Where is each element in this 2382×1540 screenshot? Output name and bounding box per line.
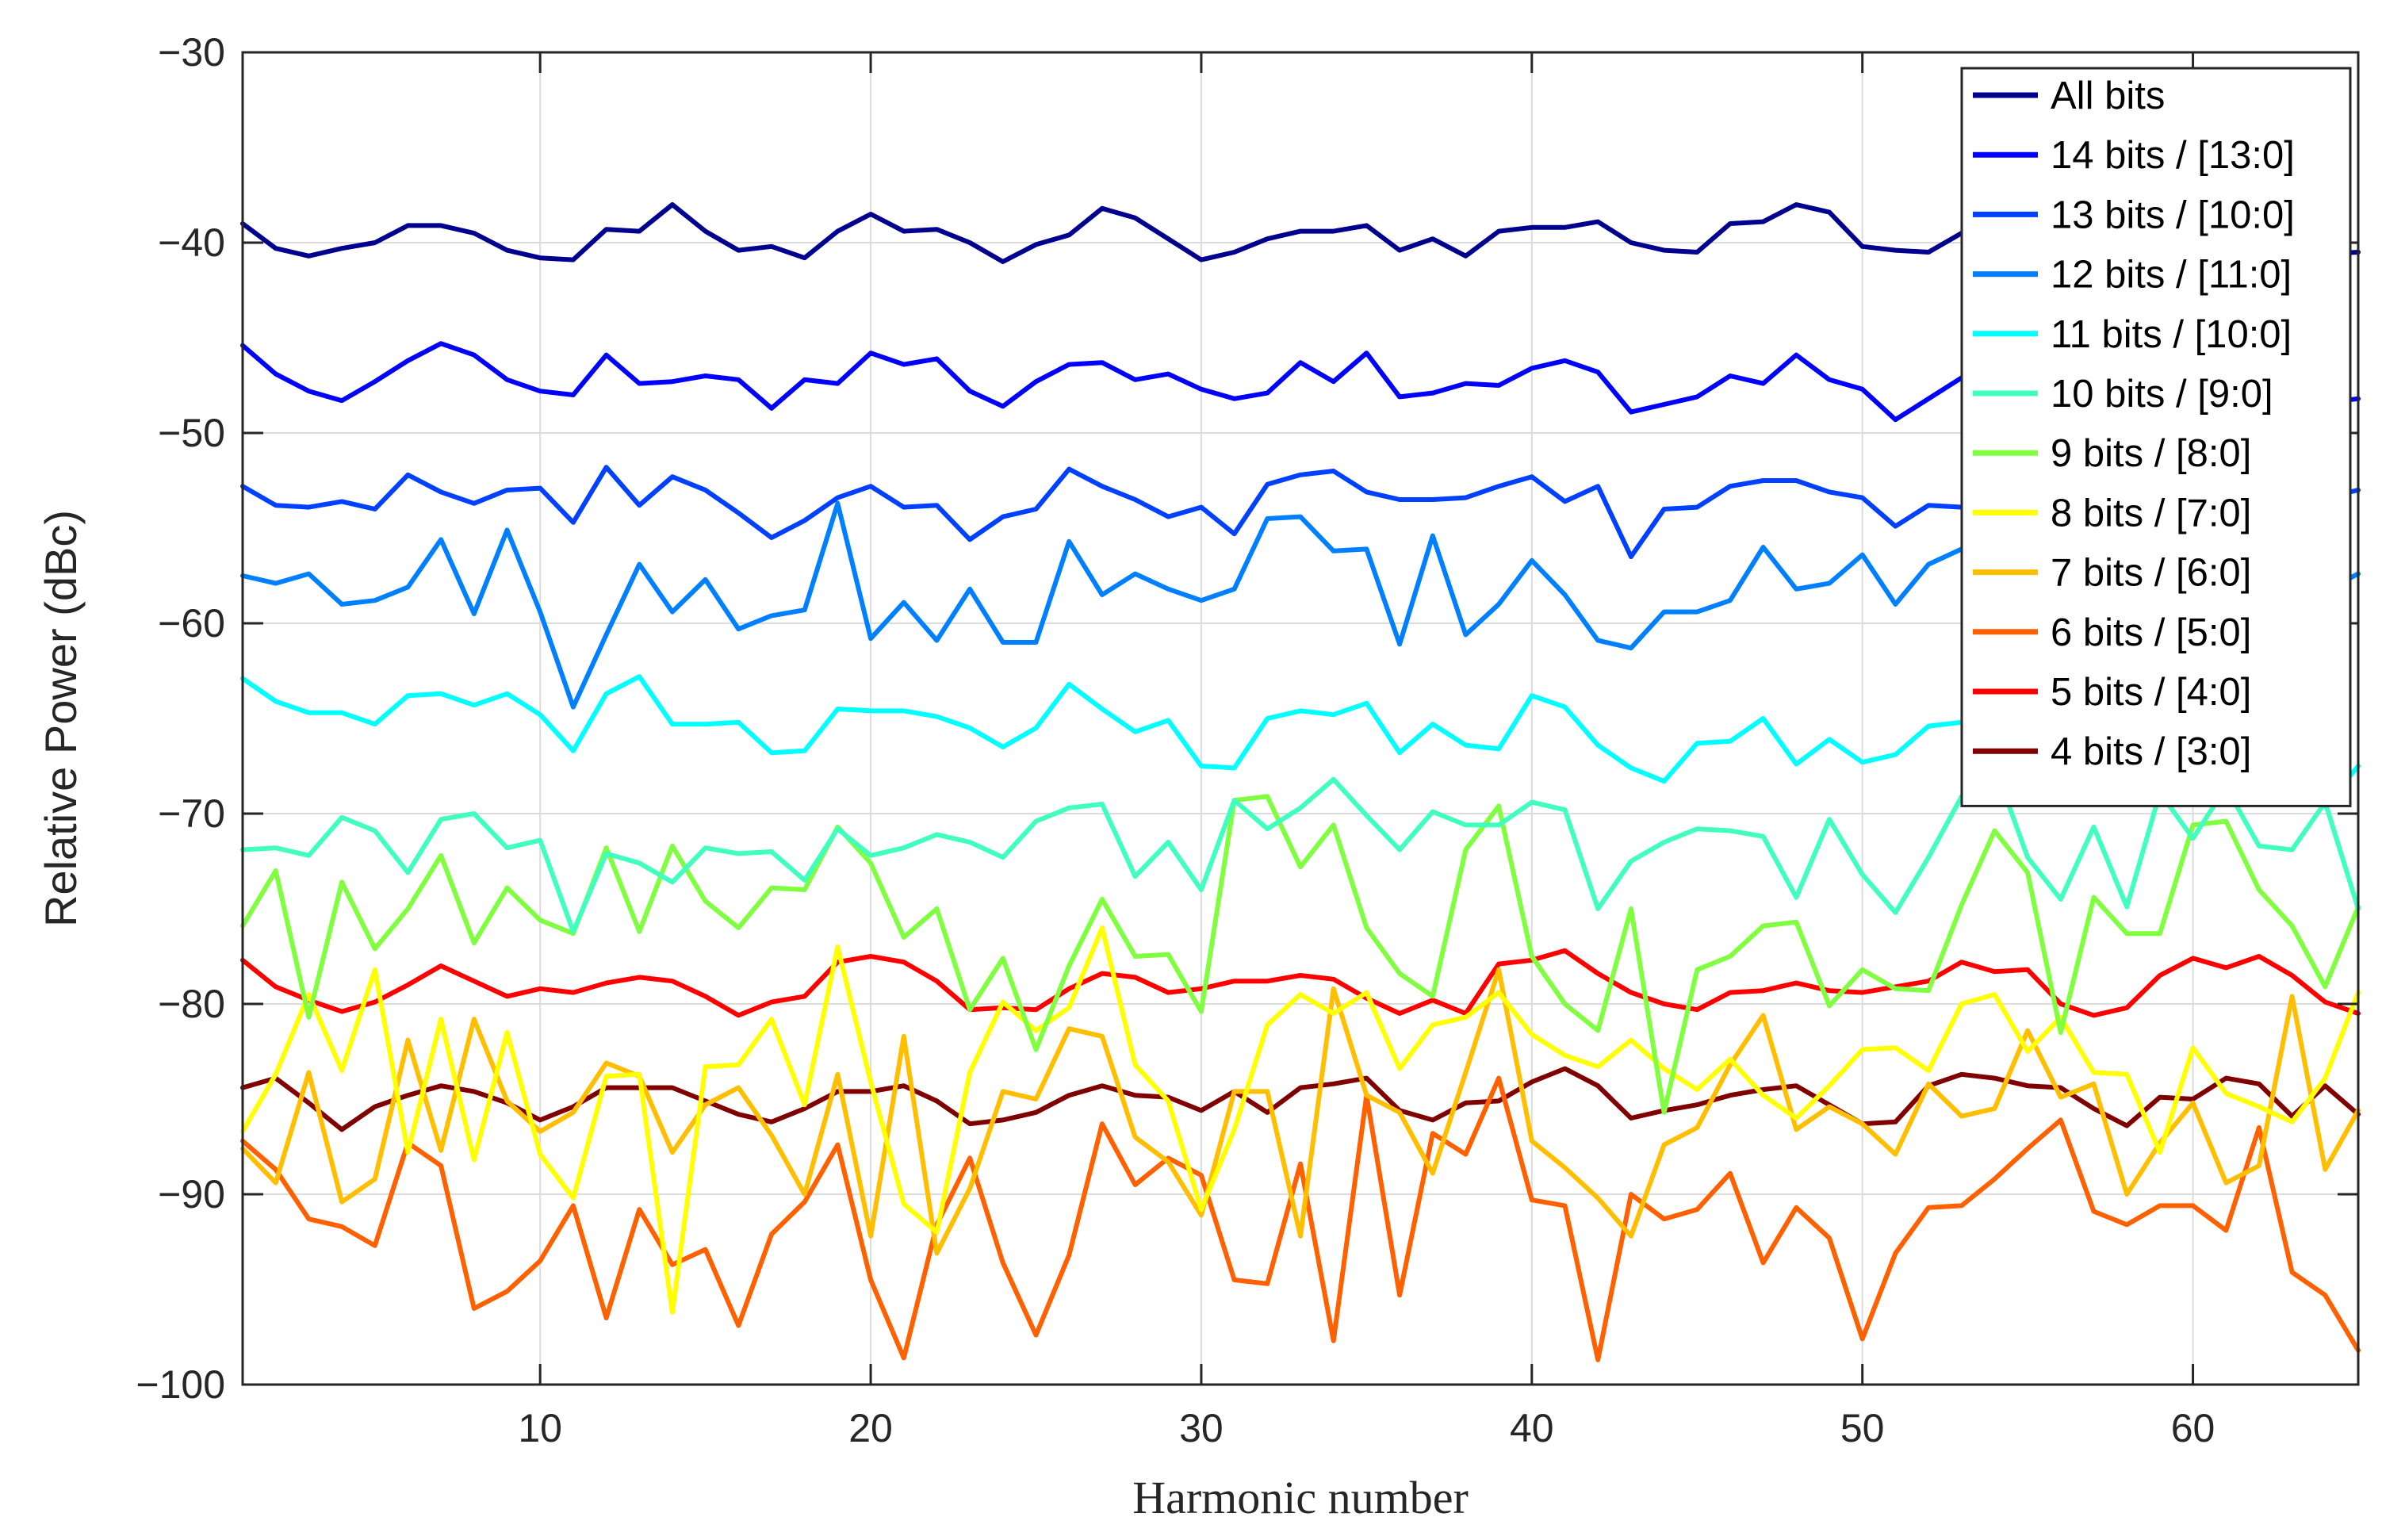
legend-label: 10 bits / [9:0]: [2051, 373, 2273, 416]
y-tick-label: −70: [158, 791, 225, 836]
y-tick-label: −30: [158, 30, 225, 75]
x-tick-label: 40: [1510, 1406, 1554, 1450]
x-tick-label: 50: [1840, 1406, 1885, 1450]
y-axis-label: Relative Power (dBc): [36, 510, 86, 927]
legend-label: 4 bits / [3:0]: [2051, 730, 2251, 773]
y-tick-label: −100: [136, 1362, 225, 1407]
y-tick-label: −60: [158, 601, 225, 645]
legend-box: [1960, 67, 2352, 807]
legend-label: 8 bits / [7:0]: [2051, 492, 2251, 534]
series-line-9: [240, 1075, 2361, 1362]
series-line-8: [240, 967, 2361, 1256]
x-tick-label: 30: [1179, 1406, 1224, 1450]
series-line-10: [240, 948, 2361, 1018]
y-tick-label: −40: [158, 220, 225, 265]
legend-label: 12 bits / [11:0]: [2051, 254, 2292, 297]
legend-label: 14 bits / [13:0]: [2051, 134, 2295, 177]
legend-label: 6 bits / [5:0]: [2051, 611, 2251, 654]
legend-label: 5 bits / [4:0]: [2051, 671, 2251, 714]
y-tick-label: −90: [158, 1172, 225, 1216]
x-tick-label: 10: [518, 1406, 562, 1450]
x-axis-label: Harmonic number: [1132, 1472, 1469, 1523]
legend-label: All bits: [2051, 75, 2165, 117]
y-tick-label: −80: [158, 982, 225, 1026]
series-line-7: [240, 925, 2361, 1315]
legend-label: 13 bits / [10:0]: [2051, 193, 2295, 236]
y-tick-label: −50: [158, 411, 225, 455]
legend-label: 11 bits / [10:0]: [2051, 313, 2292, 356]
x-tick-label: 60: [2171, 1406, 2215, 1450]
ticks: 10 20 30 40 50 60 −100 −90 −80 −70 −60 −50 −40 −30: [136, 30, 2358, 1450]
plot-axes-box: [241, 51, 2360, 1386]
legend-label: 7 bits / [6:0]: [2051, 552, 2251, 595]
x-tick-label: 20: [848, 1406, 893, 1450]
legend-label: 9 bits / [8:0]: [2051, 432, 2251, 475]
legend: All bits 14 bits / [13:0] 13 bits / [10:0]…: [1960, 67, 2352, 807]
